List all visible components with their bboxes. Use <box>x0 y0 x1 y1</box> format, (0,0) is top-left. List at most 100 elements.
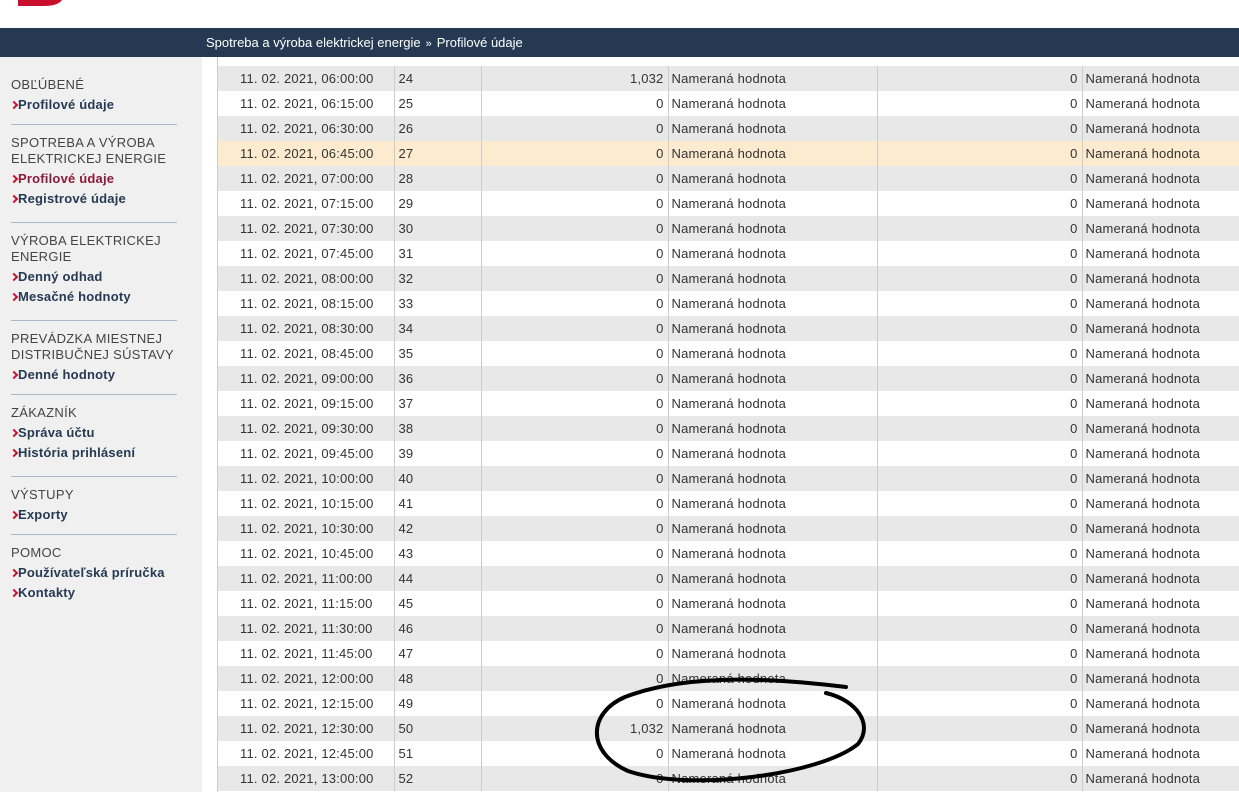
table-cell: Nameraná hodnota <box>1082 341 1239 366</box>
top-bar: Spotreba a výroba elektrickej energie » Pr… <box>0 28 1239 57</box>
table-cell: 0 <box>877 366 1083 391</box>
table-row: 11. 02. 2021, 08:45:00 35 0 Nameraná hodnot… <box>218 341 1239 366</box>
table-cell: Nameraná hodnota <box>1082 741 1239 766</box>
table-cell: 0 <box>481 316 669 341</box>
nav-link[interactable]: Používateľská príručka <box>11 565 177 581</box>
nav-link[interactable]: História prihlásení <box>11 445 177 461</box>
table-cell: 0 <box>877 541 1083 566</box>
table-cell: 26 <box>394 116 482 141</box>
table-cell: Nameraná hodnota <box>1082 166 1239 191</box>
table-row: 11. 02. 2021, 08:15:00 33 0 Nameraná hodnot… <box>218 291 1239 316</box>
breadcrumb-item[interactable]: Profilové údaje <box>436 35 523 50</box>
table-row: 11. 02. 2021, 07:30:00 30 0 Nameraná hodnot… <box>218 216 1239 241</box>
table-cell: 32 <box>394 266 482 291</box>
table-cell: 49 <box>394 691 482 716</box>
breadcrumb-separator: » <box>425 38 432 50</box>
nav-link[interactable]: Registrové údaje <box>11 191 177 207</box>
separator <box>11 320 177 321</box>
table-cell: Nameraná hodnota <box>1082 691 1239 716</box>
table-cell: Nameraná hodnota <box>668 316 878 341</box>
table-cell: Nameraná hodnota <box>1082 116 1239 141</box>
table-cell: Nameraná hodnota <box>1082 466 1239 491</box>
table-cell: Nameraná hodnota <box>668 66 878 91</box>
sidebar-section: SPOTREBA A VÝROBA ELEKTRICKEJ ENERGIE Pro… <box>11 135 177 207</box>
table-cell: 0 <box>877 91 1083 116</box>
table-cell: 11. 02. 2021, 11:30:00 <box>218 616 395 641</box>
table-cell: 0 <box>877 466 1083 491</box>
table-cell: 33 <box>394 291 482 316</box>
table-cell: 11. 02. 2021, 09:30:00 <box>218 416 395 441</box>
table-row: 11. 02. 2021, 10:45:00 43 0 Nameraná hodnot… <box>218 541 1239 566</box>
table-cell: 0 <box>877 66 1083 91</box>
nav-link[interactable]: Exporty <box>11 507 177 523</box>
nav-link[interactable]: Kontakty <box>11 585 177 601</box>
table-cell: 11. 02. 2021, 07:15:00 <box>218 191 395 216</box>
table-cell: 0 <box>481 491 669 516</box>
table-cell: 0 <box>877 766 1083 791</box>
table-cell: 0 <box>877 691 1083 716</box>
table-cell: Nameraná hodnota <box>1082 66 1239 91</box>
separator <box>11 534 177 535</box>
table-cell: Nameraná hodnota <box>1082 541 1239 566</box>
table-row: 11. 02. 2021, 11:00:00 44 0 Nameraná hodnot… <box>218 566 1239 591</box>
sidebar-section: POMOC Používateľská príručka Kontakty <box>11 545 177 601</box>
separator <box>11 476 177 477</box>
table-cell: Nameraná hodnota <box>1082 566 1239 591</box>
table-cell: Nameraná hodnota <box>668 266 878 291</box>
table-cell: Nameraná hodnota <box>668 341 878 366</box>
table-row: 11. 02. 2021, 12:30:00 50 1,032 Nameraná ho… <box>218 716 1239 741</box>
sidebar-section: OBĽÚBENÉ Profilové údaje <box>11 77 177 113</box>
table-cell: 11. 02. 2021, 07:30:00 <box>218 216 395 241</box>
data-table: 11. 02. 2021, 06:00:00 24 1,032 Nameraná ho… <box>218 66 1239 791</box>
table-cell: 52 <box>394 766 482 791</box>
table-cell: 42 <box>394 516 482 541</box>
table-row: 11. 02. 2021, 07:15:00 29 0 Nameraná hodnot… <box>218 191 1239 216</box>
table-cell: Nameraná hodnota <box>1082 266 1239 291</box>
nav-link[interactable]: Denné hodnoty <box>11 367 177 383</box>
table-cell: 41 <box>394 491 482 516</box>
table-cell: 11. 02. 2021, 10:45:00 <box>218 541 395 566</box>
sidebar-section: ZÁKAZNÍK Správa účtu História prihlásení <box>11 405 177 461</box>
table-row: 11. 02. 2021, 09:00:00 36 0 Nameraná hodnot… <box>218 366 1239 391</box>
table-cell: 0 <box>481 416 669 441</box>
table-cell: 11. 02. 2021, 12:00:00 <box>218 666 395 691</box>
table-cell: 1,032 <box>481 716 669 741</box>
table-row: 11. 02. 2021, 11:30:00 46 0 Nameraná hodnot… <box>218 616 1239 641</box>
table-cell: 0 <box>877 291 1083 316</box>
table-cell: 0 <box>877 241 1083 266</box>
table-cell: Nameraná hodnota <box>668 241 878 266</box>
breadcrumb-item[interactable]: Spotreba a výroba elektrickej energie <box>206 35 421 50</box>
table-cell: Nameraná hodnota <box>1082 141 1239 166</box>
table-cell: Nameraná hodnota <box>668 516 878 541</box>
table-row: 11. 02. 2021, 06:45:00 27 0 Nameraná hodnot… <box>218 141 1239 166</box>
table-cell: Nameraná hodnota <box>668 391 878 416</box>
nav-link[interactable]: Profilové údaje <box>11 171 177 187</box>
table-cell: 29 <box>394 191 482 216</box>
nav-link[interactable]: Mesačné hodnoty <box>11 289 177 305</box>
table-cell: Nameraná hodnota <box>1082 441 1239 466</box>
nav-link[interactable]: Denný odhad <box>11 269 177 285</box>
table-cell: 0 <box>877 441 1083 466</box>
table-cell: 0 <box>481 741 669 766</box>
table-cell: 39 <box>394 441 482 466</box>
table-cell: 37 <box>394 391 482 416</box>
table-cell: Nameraná hodnota <box>668 566 878 591</box>
nav-link[interactable]: Profilové údaje <box>11 97 177 113</box>
table-cell: 11. 02. 2021, 07:00:00 <box>218 166 395 191</box>
table-cell: 11. 02. 2021, 11:00:00 <box>218 566 395 591</box>
table-cell: 0 <box>481 141 669 166</box>
table-row: 11. 02. 2021, 12:15:00 49 0 Nameraná hodnot… <box>218 691 1239 716</box>
table-cell: 34 <box>394 316 482 341</box>
table-cell: Nameraná hodnota <box>668 166 878 191</box>
table-cell: 0 <box>877 566 1083 591</box>
table-cell: Nameraná hodnota <box>1082 516 1239 541</box>
table-cell: 0 <box>481 466 669 491</box>
table-cell: 11. 02. 2021, 10:15:00 <box>218 491 395 516</box>
nav-link[interactable]: Správa účtu <box>11 425 177 441</box>
table-cell: Nameraná hodnota <box>1082 366 1239 391</box>
table-cell: 0 <box>481 441 669 466</box>
table-cell: 0 <box>481 516 669 541</box>
table-cell: Nameraná hodnota <box>1082 241 1239 266</box>
table-cell: 0 <box>481 341 669 366</box>
table-row: 11. 02. 2021, 12:45:00 51 0 Nameraná hodnot… <box>218 741 1239 766</box>
